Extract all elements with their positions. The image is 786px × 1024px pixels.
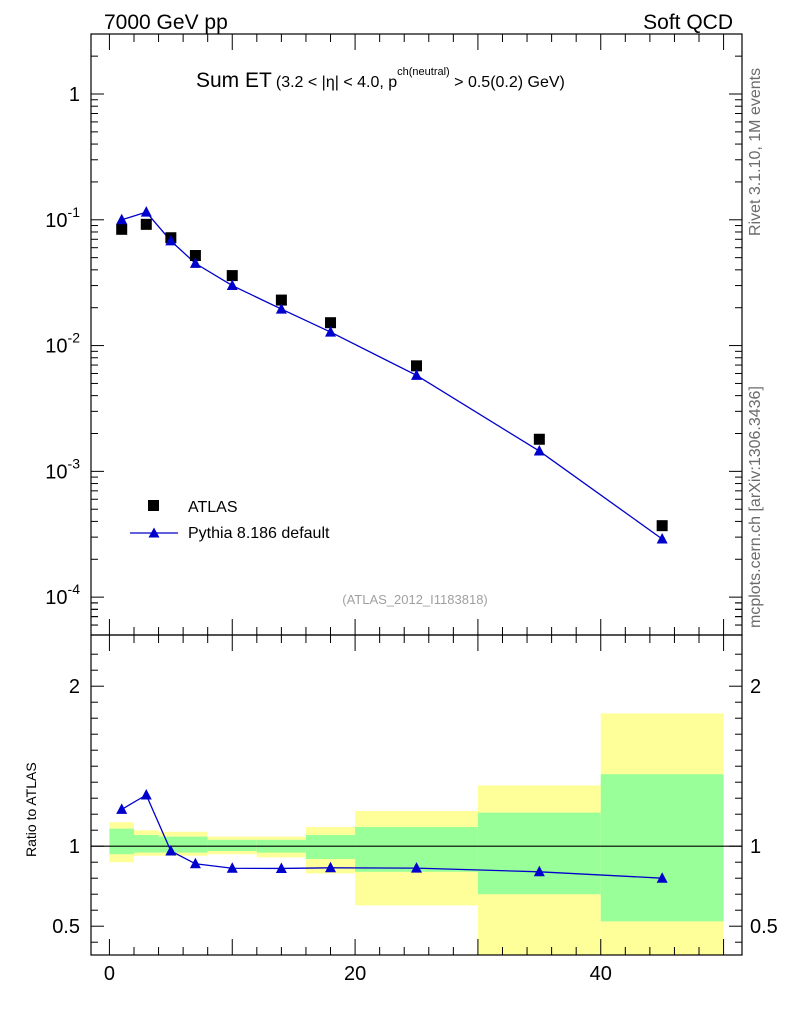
ratio-y-tick-label: 2 (69, 676, 80, 698)
atlas-data-point (275, 294, 287, 306)
legend-atlas-label: ATLAS (188, 499, 238, 516)
ratio-mc-point (189, 857, 201, 869)
legend-atlas-marker (148, 500, 159, 511)
ratio-mc-point (656, 872, 668, 883)
ratio-y-tick-label-right: 2 (750, 676, 761, 698)
mc-data-point (325, 326, 337, 337)
ratio-mc-point (325, 861, 337, 873)
mc-data-point (140, 206, 152, 217)
ratio-mc-point (533, 865, 545, 877)
analysis-watermark: (ATLAS_2012_I1183818) (342, 592, 488, 607)
ratio-mc-point (165, 845, 177, 856)
atlas-data-point (533, 433, 545, 445)
ratio-y-axis-ticks: 0.5 0.5 1 1 2 2 (52, 653, 778, 943)
x-tick-label: 40 (590, 963, 612, 985)
mc-data-point (226, 279, 238, 291)
ratio-plot-data (116, 789, 668, 883)
ratio-mc-point (226, 862, 238, 873)
ratio-y-tick-label: 1 (69, 836, 80, 858)
atlas-data-point (140, 218, 152, 230)
ratio-mc-point (140, 789, 152, 800)
ratio-band-inner (305, 835, 356, 859)
atlas-data-point (226, 270, 238, 282)
ratio-y-tick-label: 0.5 (52, 916, 80, 938)
ratio-mc-point (116, 803, 128, 814)
x-tick-label: 0 (104, 963, 115, 985)
upper-y-tick-label: 10-1 (45, 204, 80, 232)
ratio-mc-line (121, 794, 663, 879)
ratio-mc-point (275, 862, 287, 873)
mc-data-point (116, 213, 128, 225)
ratio-band-inner (207, 839, 257, 851)
header-left: 7000 GeV pp (104, 11, 228, 34)
ratio-band-inner (109, 828, 134, 855)
x-tick-label: 20 (344, 963, 366, 985)
mc-data-point (165, 234, 177, 246)
upper-plot-data (116, 206, 668, 544)
ratio-y-axis-label: Ratio to ATLAS (23, 762, 39, 857)
atlas-data-point (189, 250, 201, 262)
ratio-y-tick-label-right: 0.5 (750, 916, 778, 938)
ratio-uncertainty-bands (109, 713, 724, 955)
ratio-mc-point (411, 862, 422, 873)
mc-data-point (411, 369, 422, 380)
ratio-band-inner (600, 774, 724, 922)
upper-y-axis-ticks: 1 10-1 10-2 10-3 10-4 (45, 33, 742, 636)
ratio-plot-frame (90, 634, 743, 956)
mc-data-point (656, 532, 668, 544)
x-axis-ticks: 0 20 40 (104, 34, 725, 985)
atlas-data-point (116, 223, 128, 235)
atlas-data-point (411, 360, 422, 372)
ratio-y-tick-label-right: 1 (750, 836, 761, 858)
mc-data-point (275, 303, 287, 314)
upper-y-tick-label: 10-2 (45, 330, 80, 358)
upper-y-tick-label: 10-4 (45, 581, 80, 609)
legend: ATLAS Pythia 8.186 default (130, 499, 330, 542)
mc-data-point (533, 445, 545, 456)
legend-mc-marker (148, 527, 160, 538)
atlas-data-point (325, 317, 337, 329)
mc-series-line (121, 211, 663, 540)
side-label-mcplots: mcplots.cern.ch [arXiv:1306.3436] (747, 386, 764, 628)
legend-mc-label: Pythia 8.186 default (188, 525, 330, 542)
upper-plot-frame (90, 33, 743, 636)
side-label-rivet: Rivet 3.1.10, 1M events (747, 68, 764, 236)
plot-title: Sum ET (3.2 < |η| < 4.0, pch(neutral) > 0… (196, 66, 565, 92)
header-right: Soft QCD (643, 11, 733, 34)
upper-y-tick-label: 1 (69, 84, 80, 106)
upper-y-tick-label: 10-3 (45, 455, 80, 483)
atlas-data-point (656, 520, 668, 532)
ratio-band-inner (133, 835, 159, 853)
mc-data-point (189, 257, 201, 268)
ratio-band-inner (477, 812, 601, 895)
